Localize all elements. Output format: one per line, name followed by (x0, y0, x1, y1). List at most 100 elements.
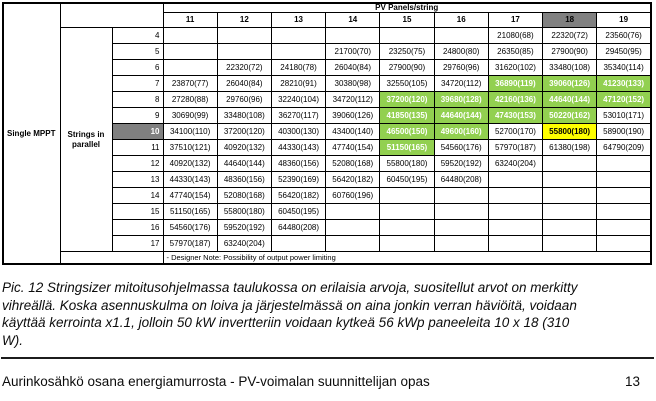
table-cell: 36270(117) (270, 107, 327, 124)
col-header-19: 19 (596, 12, 652, 28)
single-mppt-label: Single MPPT (2, 2, 61, 265)
table-cell: 28210(91) (270, 75, 327, 92)
table-cell: 23870(77) (162, 75, 218, 92)
table-cell (162, 59, 218, 76)
designer-note: - Designer Note: Possibility of output p… (162, 251, 652, 265)
table-cell: 60450(195) (270, 203, 327, 220)
table-cell: 35340(114) (596, 59, 652, 76)
table-cell: 57970(187) (487, 139, 544, 156)
col-header-13: 13 (270, 12, 327, 28)
page-number: 13 (624, 374, 640, 389)
table-cell: 37510(121) (162, 139, 218, 156)
table-cell: 44330(143) (270, 139, 327, 156)
table-cell (596, 171, 652, 188)
table-cell: 26040(84) (216, 75, 272, 92)
table-cell: 46500(150) (379, 123, 435, 140)
table-cell (542, 219, 598, 236)
table-cell: 44640(144) (542, 91, 598, 108)
caption-line: W). (2, 332, 23, 348)
table-cell (433, 203, 489, 220)
row-header-10: 10 (111, 123, 164, 140)
table-cell: 41850(135) (379, 107, 435, 124)
table-cell: 34720(112) (433, 75, 489, 92)
table-cell: 22320(72) (542, 27, 598, 44)
table-cell: 55800(180) (216, 203, 272, 220)
table-cell (379, 27, 435, 44)
table-cell: 37200(120) (379, 91, 435, 108)
table-cell: 47430(153) (487, 107, 544, 124)
row-header-8: 8 (111, 91, 164, 108)
strings-in-parallel-label: Strings in parallel (59, 27, 113, 252)
table-cell: 63240(204) (216, 235, 272, 252)
table-cell: 61380(198) (542, 139, 598, 156)
table-cell: 49600(160) (433, 123, 489, 140)
table-cell: 22320(72) (216, 59, 272, 76)
table-cell: 21700(70) (325, 43, 381, 60)
table-cell (487, 235, 544, 252)
table-cell: 24800(80) (433, 43, 489, 60)
table-cell (379, 203, 435, 220)
table-cell: 64480(208) (433, 171, 489, 188)
table-cell (162, 43, 218, 60)
table-cell: 48360(156) (270, 155, 327, 172)
table-row: 11 37510(121) 40920(132) 44330(143) 47740(15… (3, 139, 652, 156)
table-cell: 53010(171) (596, 107, 652, 124)
table-cell: 42160(136) (487, 91, 544, 108)
page-footer: Aurinkosähkö osana energiamurrosta - PV-… (2, 374, 652, 389)
table-cell: 47740(154) (162, 187, 218, 204)
table-cell: 36890(119) (487, 75, 544, 92)
row-header-5: 5 (111, 43, 164, 60)
table-cell: 64790(209) (596, 139, 652, 156)
table-cell: 58900(190) (596, 123, 652, 140)
table-cell (216, 27, 272, 44)
column-header-row: 11 12 13 14 15 16 17 18 19 (3, 12, 652, 28)
row-header-14: 14 (111, 187, 164, 204)
table-cell: 21080(68) (487, 27, 544, 44)
table-cell (542, 203, 598, 220)
table-cell: 52700(170) (487, 123, 544, 140)
table-cell: 40300(130) (270, 123, 327, 140)
table-cell (596, 235, 652, 252)
table-cell (596, 203, 652, 220)
caption-line: Pic. 12 Stringsizer mitoitusohjelmassa t… (2, 280, 578, 295)
table-cell: 27900(90) (379, 59, 435, 76)
table-cell: 55800(180) (542, 123, 598, 140)
row-header-4: 4 (111, 27, 164, 44)
table-cell: 27280(88) (162, 91, 218, 108)
col-header-12: 12 (216, 12, 272, 28)
table-cell: 39060(126) (542, 75, 598, 92)
table-cell (270, 43, 327, 60)
col-header-17: 17 (487, 12, 544, 28)
row-header-16: 16 (111, 219, 164, 236)
table-cell (379, 187, 435, 204)
table-cell (270, 27, 327, 44)
footer-divider (1, 357, 654, 359)
table-row: 8 27280(88) 29760(96) 32240(104) 34720(112) 3… (3, 91, 652, 108)
row-header-13: 13 (111, 171, 164, 188)
table-cell (379, 219, 435, 236)
table-cell: 43400(140) (325, 123, 381, 140)
table-cell: 39680(128) (433, 91, 489, 108)
table-cell (433, 219, 489, 236)
table-cell (270, 235, 327, 252)
row-header-6: 6 (111, 59, 164, 76)
row-header-12: 12 (111, 155, 164, 172)
table-cell: 29760(96) (433, 59, 489, 76)
table-cell (487, 203, 544, 220)
table-cell: 32240(104) (270, 91, 327, 108)
table-cell: 52080(168) (216, 187, 272, 204)
table-cell (162, 27, 218, 44)
col-header-16: 16 (433, 12, 489, 28)
table-cell: 56420(182) (270, 187, 327, 204)
table-cell: 55800(180) (379, 155, 435, 172)
pv-table-body: Single MPPT PV Panels/string 11 12 13 14 15 16 1… (2, 2, 652, 265)
table-cell: 50220(162) (542, 107, 598, 124)
table-cell: 63240(204) (487, 155, 544, 172)
table-row: 17 57970(187) 63240(204) (3, 235, 652, 252)
table-cell: 39060(126) (325, 107, 381, 124)
table-cell: 44640(144) (433, 107, 489, 124)
table-cell: 64480(208) (270, 219, 327, 236)
table-cell: 29760(96) (216, 91, 272, 108)
table-cell: 24180(78) (270, 59, 327, 76)
table-cell: 37200(120) (216, 123, 272, 140)
